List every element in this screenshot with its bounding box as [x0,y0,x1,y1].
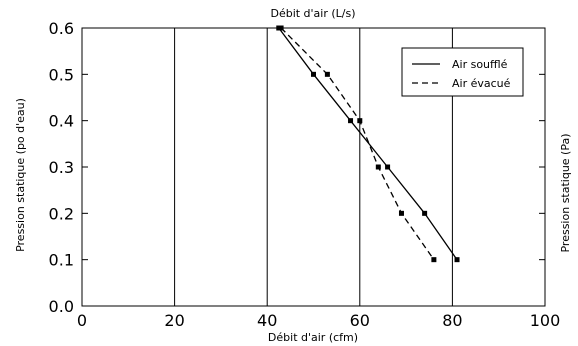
data-point [454,257,460,263]
legend-box [401,47,524,97]
x-axis-ticks: 0 20 40 60 80 100 [77,311,560,330]
y-tick-label: 0.5 [49,65,74,84]
x-tick-label: 40 [257,311,277,330]
x-tick-label: 60 [350,311,370,330]
data-point [278,25,284,31]
data-point [357,118,363,124]
legend-label-air-evacue: Air évacué [452,77,511,90]
series-line [278,27,458,261]
data-point [375,164,381,170]
y-tick-label: 0.2 [49,204,74,223]
y-tick-label: 0.4 [49,112,74,131]
data-point [398,210,404,216]
y-axis-right-label: Pression statique (Pa) [559,133,572,252]
series-layer [276,25,460,263]
y-tick-label: 0.0 [49,297,74,316]
top-axis-label: Débit d'air (L/s) [270,7,355,20]
data-point [324,71,330,77]
y-axis-ticks: 0.0 0.1 0.2 0.3 0.4 0.5 0.6 [49,19,545,316]
y-tick-label: 0.1 [49,251,74,270]
legend: Air soufflé Air évacué [401,47,524,97]
grid [174,28,453,306]
series-1 [278,25,437,263]
series-line [280,27,435,261]
y-axis-label: Pression statique (po d'eau) [14,98,27,252]
y-tick-label: 0.6 [49,19,74,38]
y-tick-label: 0.3 [49,158,74,177]
x-tick-label: 0 [77,311,87,330]
x-tick-label: 20 [164,311,184,330]
x-axis-label: Débit d'air (cfm) [268,331,358,344]
data-point [422,210,428,216]
x-tick-label: 100 [530,311,561,330]
data-point [385,164,391,170]
x-tick-label: 80 [442,311,462,330]
data-point [348,118,354,124]
legend-label-air-souffle: Air soufflé [452,58,508,71]
data-point [311,71,316,77]
data-point [431,257,437,263]
